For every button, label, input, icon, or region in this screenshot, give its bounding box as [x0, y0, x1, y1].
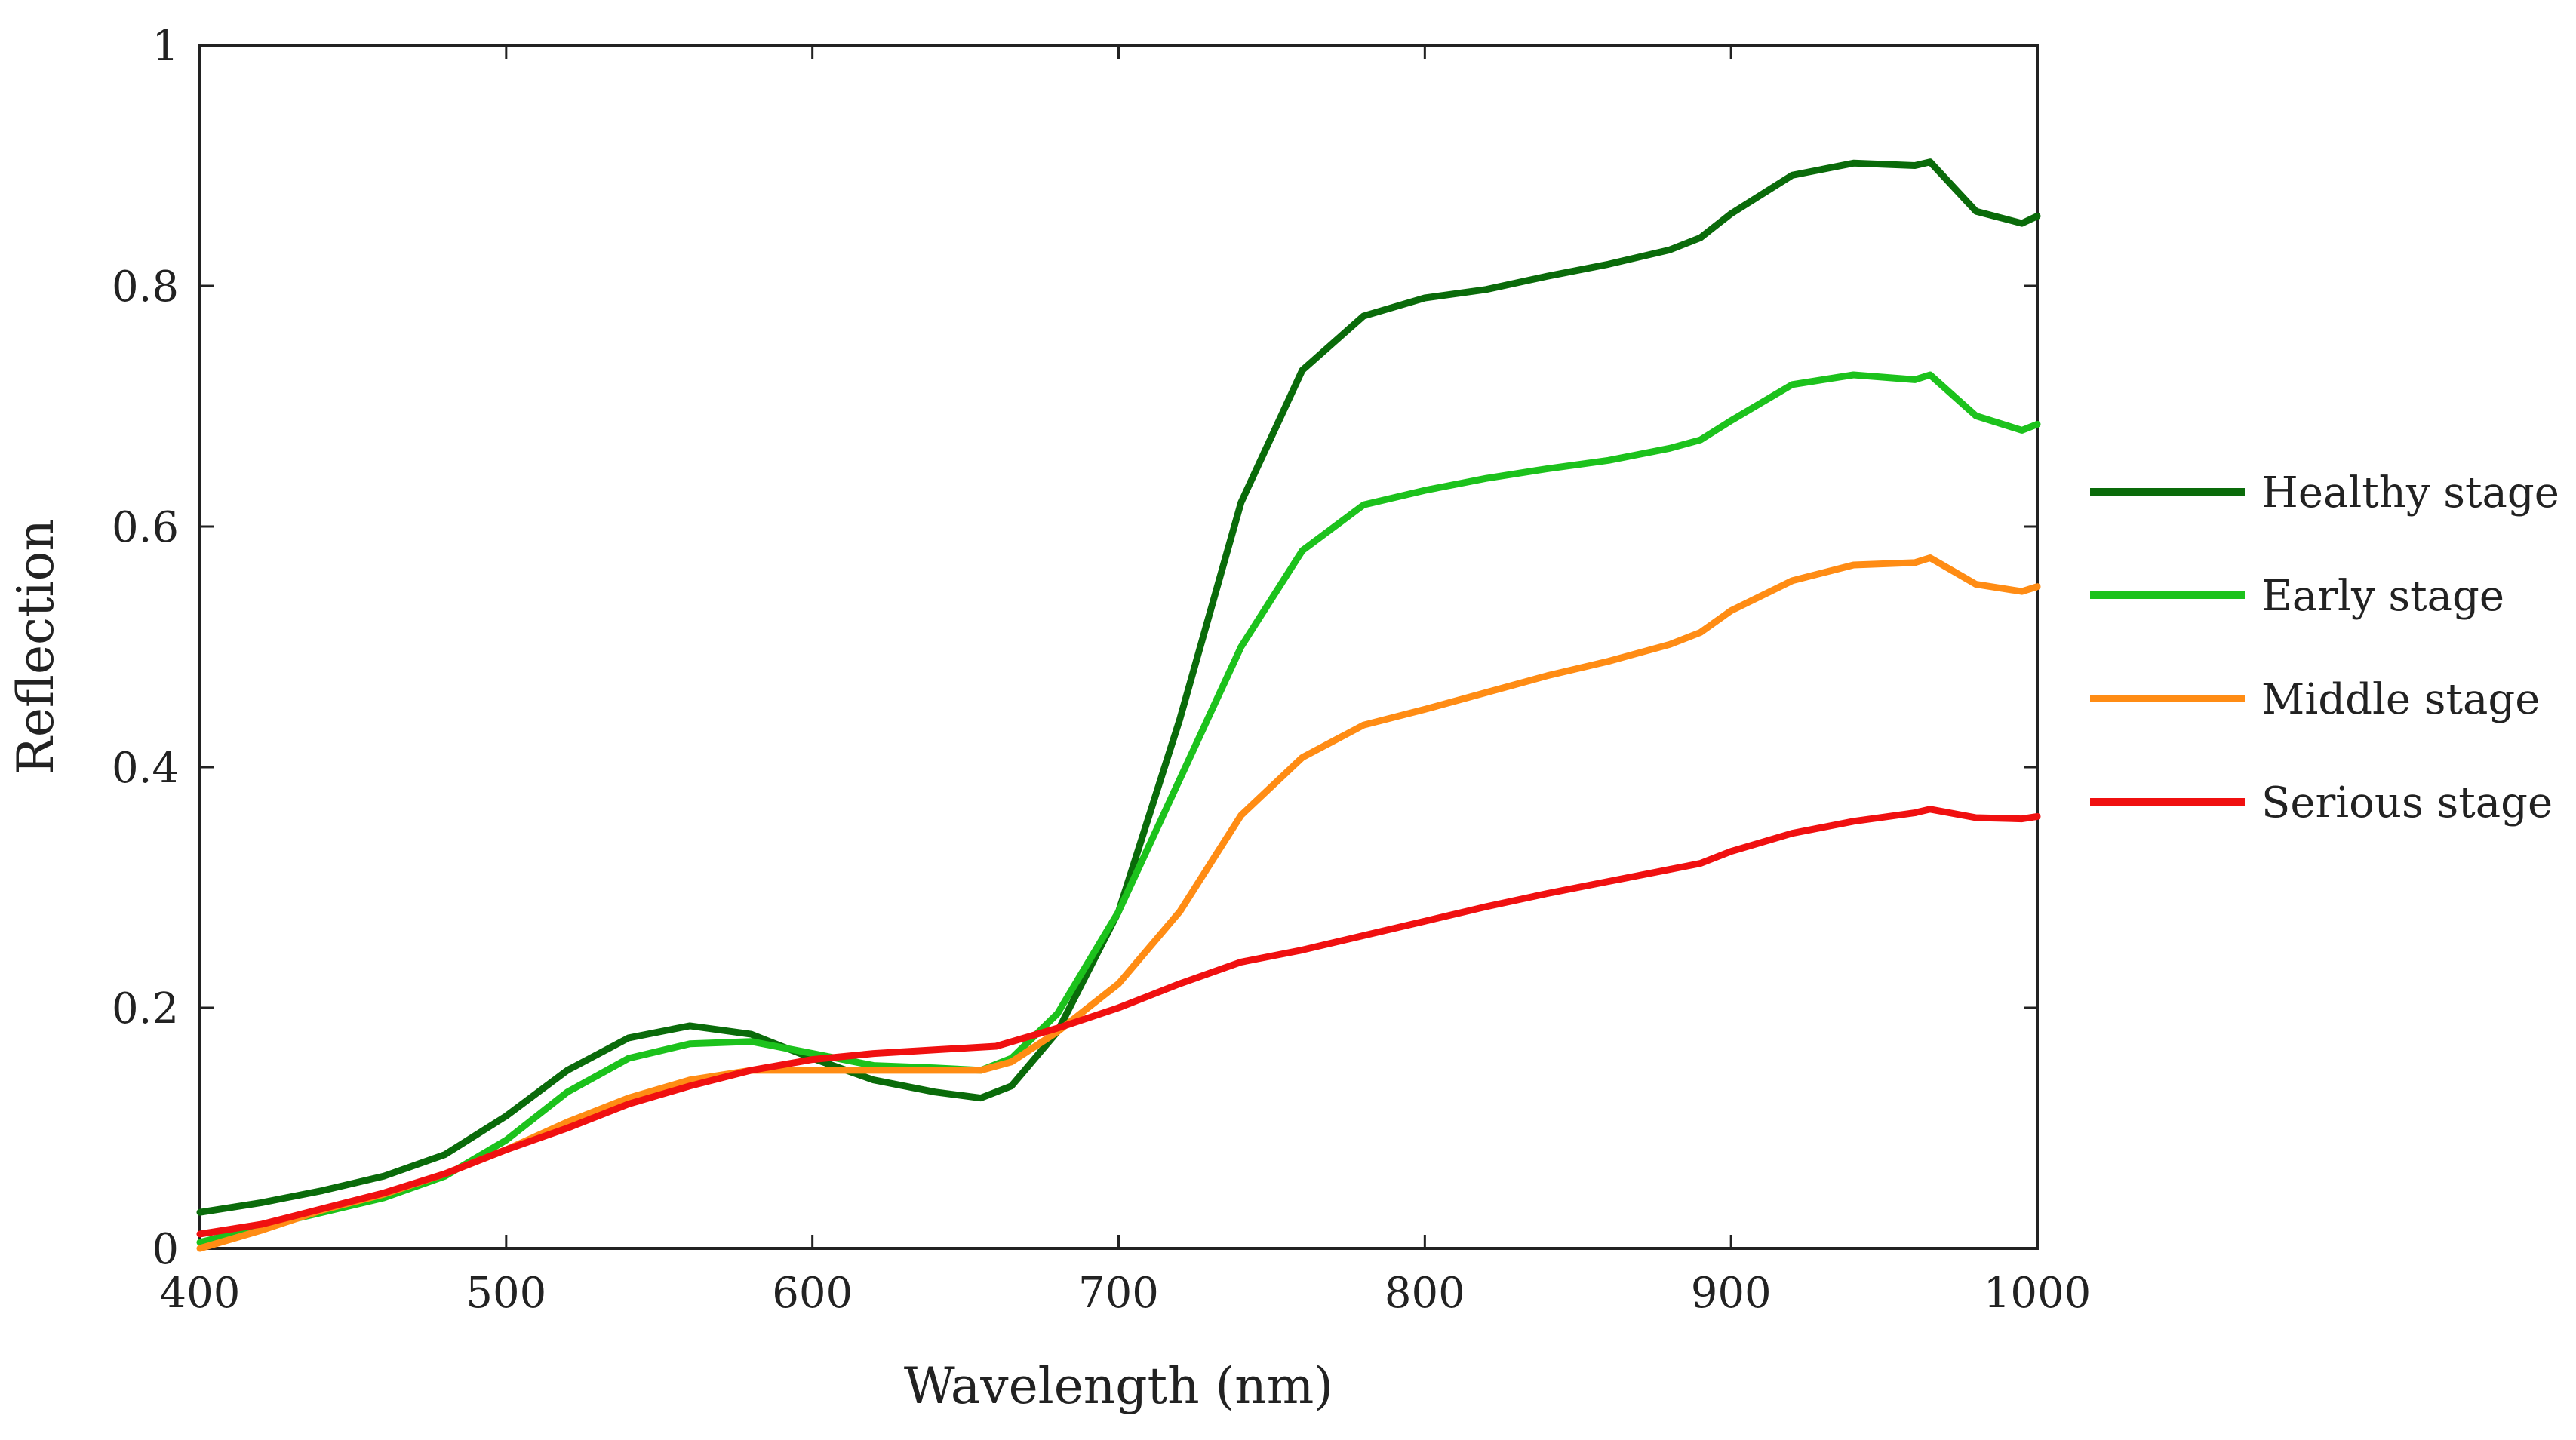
y-tick-label: 0 [152, 1225, 179, 1274]
y-axis-title: Reflection [7, 519, 65, 775]
plot-frame [198, 44, 2039, 1250]
y-tick-label: 0.6 [112, 503, 179, 552]
legend-label-healthy-stage: Healthy stage [2261, 468, 2559, 517]
y-tick-label: 1 [152, 22, 179, 71]
axis-ticks: 400 500 600 700 800 900 1000 0 0.2 0.4 0.6 0.8 1 [112, 22, 2091, 1318]
x-axis-title: Wavelength (nm) [904, 1357, 1333, 1415]
legend: Healthy stage Early stage Middle stage Seri… [2090, 468, 2559, 827]
legend-label-middle-stage: Middle stage [2261, 675, 2540, 724]
series-line-serious-stage [196, 806, 2041, 1238]
x-tick-label: 800 [1385, 1269, 1465, 1318]
legend-label-serious-stage: Serious stage [2261, 778, 2553, 827]
x-tick-label: 700 [1078, 1269, 1159, 1318]
series-line-healthy-stage [196, 158, 2041, 1216]
x-tick-label: 600 [772, 1269, 853, 1318]
y-tick-label: 0.8 [112, 263, 179, 312]
x-tick-label: 500 [466, 1269, 546, 1318]
series-lines [196, 158, 2041, 1252]
x-tick-label: 1000 [1984, 1269, 2092, 1318]
series-line-middle-stage [196, 554, 2041, 1252]
x-tick-label: 400 [160, 1269, 241, 1318]
y-tick-label: 0.2 [112, 984, 179, 1033]
x-tick-label: 900 [1691, 1269, 1772, 1318]
y-tick-label: 0.4 [112, 744, 179, 793]
legend-label-early-stage: Early stage [2261, 572, 2504, 621]
series-line-early-stage [196, 371, 2041, 1246]
